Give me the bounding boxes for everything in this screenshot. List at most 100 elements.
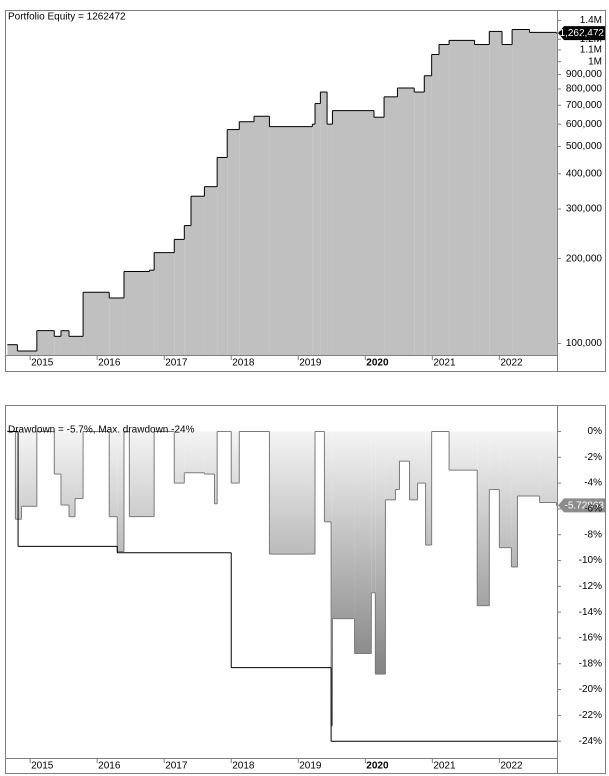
y-tick-label: 600,000	[566, 119, 603, 130]
y-tick-label: 900,000	[566, 69, 603, 80]
x-tick-label: 2016	[98, 761, 121, 772]
y-tick-label: -16%	[579, 633, 602, 644]
area-segment	[395, 431, 400, 490]
area-segment	[83, 292, 110, 355]
area-segment	[191, 196, 205, 355]
x-tick-label: 2018	[232, 358, 255, 369]
last-value-box	[558, 498, 606, 513]
area-segment	[54, 336, 61, 355]
area-segment	[123, 271, 150, 355]
area-segment	[60, 330, 70, 355]
area-segment	[431, 54, 440, 356]
area-segment	[529, 32, 557, 355]
drawdown-pane: -5.72863 0% -2% -4% -6% -8% -10% -12% -14% -16% -1…	[7, 425, 606, 772]
area-segment	[214, 431, 218, 504]
chart-title: Drawdown = -5.7%, Max. drawdown -24%	[8, 425, 195, 436]
equity-frame	[5, 10, 606, 372]
area-segment	[184, 225, 192, 355]
area-segment	[424, 75, 432, 356]
area-segment	[75, 431, 84, 499]
area-segment	[375, 431, 386, 675]
area-segment	[327, 124, 333, 355]
area-segment	[154, 252, 175, 355]
y-tick-label: 800,000	[566, 84, 603, 95]
area-segment	[512, 29, 530, 356]
area-segment	[414, 92, 425, 355]
area-segment	[217, 157, 228, 355]
area-segment	[109, 297, 124, 355]
area-segment	[502, 44, 513, 356]
area-segment	[231, 431, 240, 484]
area-segment	[517, 431, 540, 496]
area-segment	[399, 431, 410, 462]
x-tick-label: 2022	[500, 761, 523, 772]
area-segment	[312, 124, 316, 355]
area-segment	[149, 431, 155, 517]
area-segment	[425, 431, 432, 546]
area-segment	[439, 44, 450, 356]
y-tick-label: 0%	[588, 426, 603, 437]
area-segment	[449, 431, 473, 471]
area-segment	[60, 431, 70, 506]
area-segment	[149, 270, 155, 355]
area-segment	[409, 431, 418, 500]
x-tick-label: 2015	[31, 761, 54, 772]
area-segment	[539, 431, 557, 503]
area-segment	[449, 40, 475, 355]
y-tick-label: -18%	[579, 658, 602, 669]
last-value-label: 1,262,472	[560, 28, 605, 39]
area-segment	[269, 431, 307, 555]
area-segment	[332, 431, 355, 619]
area-segment	[320, 92, 328, 355]
y-tick-label: -4%	[584, 478, 602, 489]
last-value-box	[558, 26, 606, 41]
y-tick-label: -14%	[579, 607, 602, 618]
area-segment	[489, 31, 503, 355]
area-segment	[331, 431, 333, 726]
x-tick-label: 2015	[31, 358, 54, 369]
area-segment	[239, 121, 255, 356]
area-segment	[474, 44, 490, 356]
y-tick-label: 1M	[588, 56, 602, 67]
x-tick-label: 2020	[366, 761, 389, 772]
area-segment	[354, 431, 372, 654]
area-segment	[184, 431, 205, 473]
area-segment	[315, 103, 321, 355]
area-segment	[69, 431, 76, 517]
area-segment	[499, 431, 512, 548]
y-tick-label: -6%	[584, 504, 602, 515]
y-tick-label: 700,000	[566, 100, 603, 111]
area-segment	[332, 110, 375, 355]
x-tick-label: 2021	[433, 358, 456, 369]
area-segment	[21, 431, 37, 507]
area-segment	[324, 431, 332, 522]
area-segment	[254, 116, 270, 356]
y-tick-label: 200,000	[566, 253, 603, 264]
area-segment	[174, 431, 185, 484]
drawdown-frame	[5, 405, 606, 774]
area-segment	[556, 33, 558, 355]
area-segment	[556, 431, 558, 506]
y-tick-label: 100,000	[566, 338, 603, 349]
area-segment	[306, 431, 316, 555]
y-tick-label: 500,000	[566, 141, 603, 152]
x-tick-label: 2018	[232, 761, 255, 772]
area-segment	[374, 117, 385, 355]
area-segment	[371, 431, 376, 593]
x-tick-label: 2021	[433, 761, 456, 772]
area-segment	[109, 431, 118, 517]
area-segment	[384, 96, 398, 356]
y-tick-label: -12%	[579, 581, 602, 592]
area-segment	[385, 431, 396, 500]
area-segment	[17, 351, 37, 355]
area-segment	[54, 431, 61, 475]
y-tick-label: -10%	[579, 555, 602, 566]
area-segment	[69, 336, 84, 355]
area-segment	[472, 431, 478, 471]
area-segment	[204, 431, 215, 475]
y-tick-label: -8%	[584, 529, 602, 540]
area-segment	[477, 431, 490, 606]
area-segment	[417, 431, 426, 484]
area-segment	[204, 186, 218, 355]
